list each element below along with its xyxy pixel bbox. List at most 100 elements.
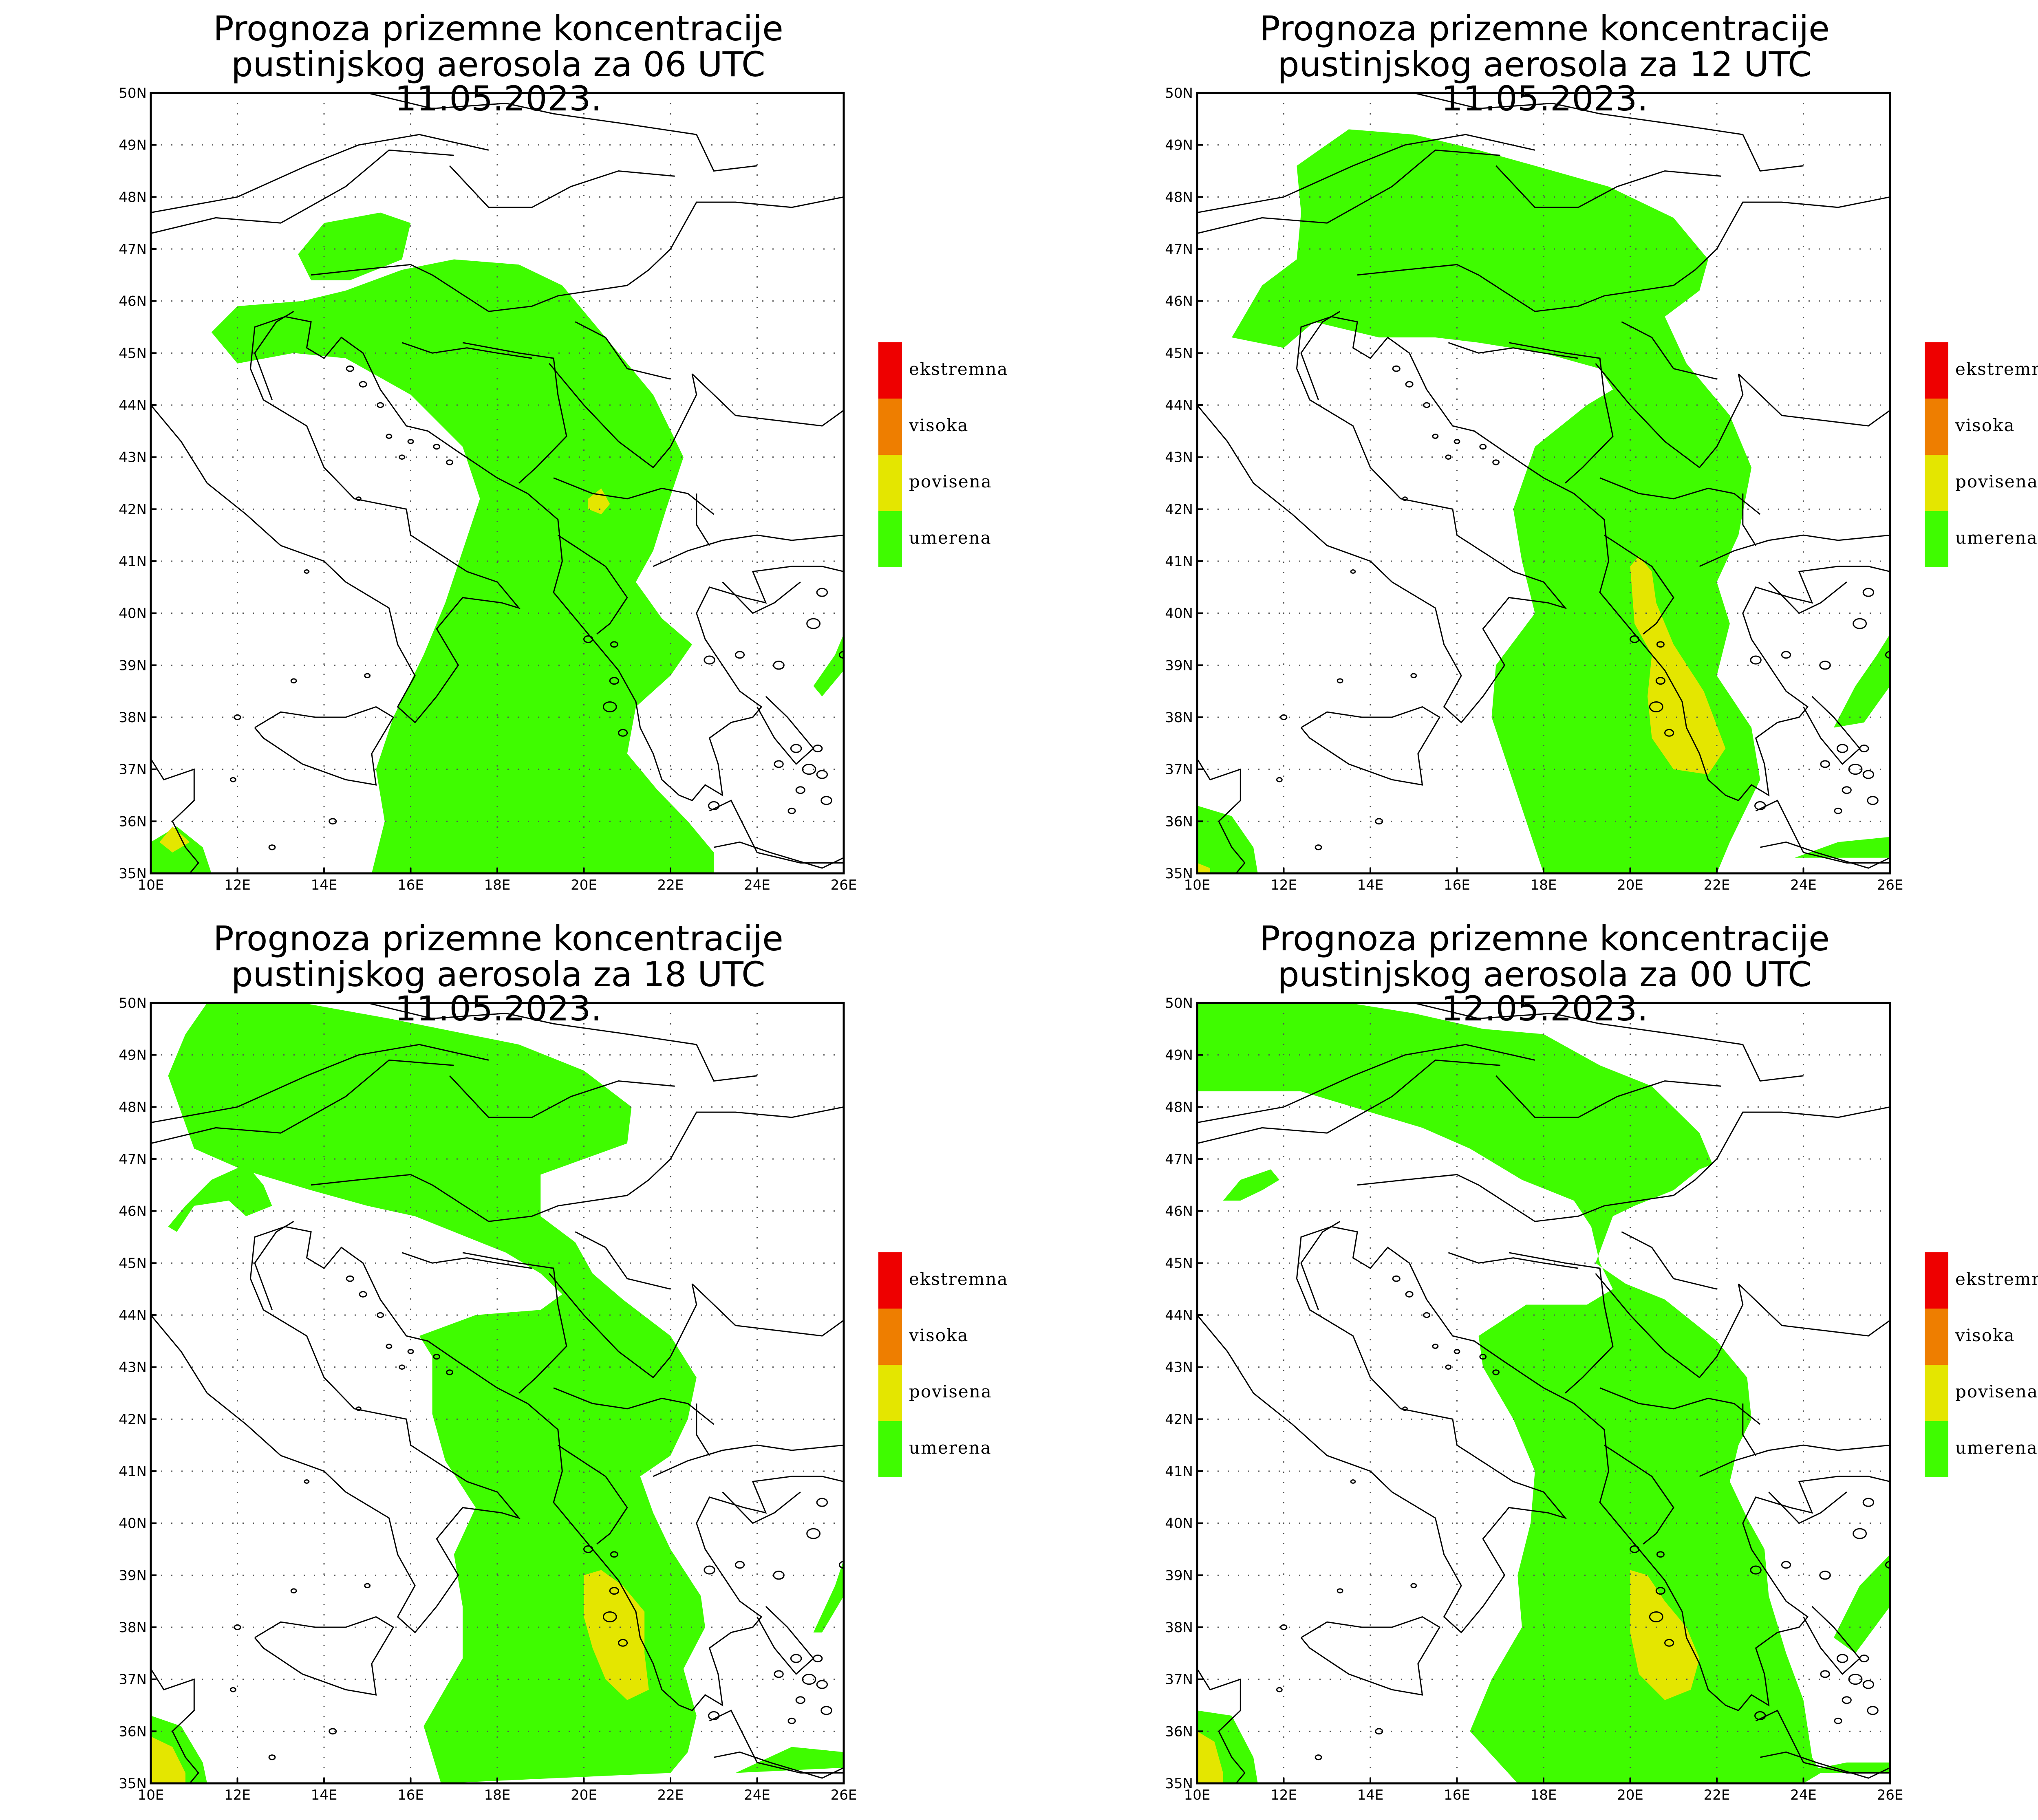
coast-border-line xyxy=(1760,1751,1890,1779)
coast-border-line xyxy=(1300,1616,1441,1696)
legend-label-visoka: visoka xyxy=(1955,1325,2015,1345)
island-outline xyxy=(1492,459,1500,465)
island-outline xyxy=(618,729,628,737)
lat-label: 47N xyxy=(1165,1151,1193,1168)
coast-border-line xyxy=(1197,1059,1500,1144)
dust-povisena-area xyxy=(584,1570,649,1700)
coast-border-line xyxy=(462,342,567,484)
island-outline xyxy=(704,1565,715,1575)
island-outline xyxy=(816,588,828,597)
dust-povisena-area xyxy=(151,1736,185,1783)
lat-label: 44N xyxy=(119,1307,147,1324)
island-outline xyxy=(1432,434,1439,439)
lat-label: 39N xyxy=(119,657,147,674)
map-06utc: 50N 49N 48N 47N 46N 45N 44N 43N 42N 41N 40N 39N 38N 3… xyxy=(119,85,1007,893)
legend-swatch-visoka xyxy=(1925,1309,1948,1365)
lat-label: 48N xyxy=(119,189,147,205)
island-outline xyxy=(1392,1275,1401,1282)
legend-swatch-ekstremna xyxy=(1925,342,1948,399)
island-outline xyxy=(1423,1312,1431,1318)
dust-umerena-area xyxy=(211,259,714,873)
dust-umerena-area xyxy=(1795,837,1890,858)
coast-border-line xyxy=(151,1059,454,1144)
legend-label-visoka: visoka xyxy=(909,415,969,435)
island-outline xyxy=(229,777,236,782)
coast-border-line xyxy=(1197,1226,1890,1712)
lat-label: 39N xyxy=(1165,1567,1193,1584)
coast-border-line xyxy=(449,165,675,208)
island-outline xyxy=(1754,801,1766,811)
island-outline xyxy=(1630,635,1640,643)
island-outline xyxy=(1862,1498,1875,1507)
coast-border-line xyxy=(151,758,199,873)
island-outline xyxy=(1454,1349,1460,1354)
coast-border-line xyxy=(367,1003,757,1082)
island-outline xyxy=(774,760,784,768)
island-outline xyxy=(229,1687,236,1692)
island-outline xyxy=(1820,1670,1830,1678)
island-outline xyxy=(813,745,823,753)
island-outline xyxy=(1754,1711,1766,1721)
island-outline xyxy=(1337,1588,1343,1593)
lat-label: 42N xyxy=(1165,501,1193,518)
coast-border-line xyxy=(1595,1273,1744,1379)
lat-label: 37N xyxy=(1165,762,1193,778)
coast-border-line xyxy=(553,1387,715,1425)
island-outline xyxy=(290,1588,297,1593)
lon-label: 22E xyxy=(657,1787,684,1803)
island-outline xyxy=(610,641,618,648)
island-outline xyxy=(1862,588,1875,597)
lat-label: 45N xyxy=(119,1255,147,1271)
map-area xyxy=(151,1003,844,1783)
legend-label-ekstremna: ekstremna xyxy=(1955,359,2038,379)
island-outline xyxy=(433,444,441,450)
island-outline xyxy=(1848,1674,1863,1685)
island-outline xyxy=(377,1312,384,1318)
legend-swatch-visoka xyxy=(878,399,902,455)
legend-swatch-povisena xyxy=(1925,455,1948,511)
island-outline xyxy=(820,1706,832,1715)
coast-border-line xyxy=(549,1273,697,1379)
island-outline xyxy=(407,1349,414,1354)
island-outline xyxy=(1834,1717,1842,1724)
coast-border-line xyxy=(1621,321,1717,380)
lon-label: 10E xyxy=(138,877,164,893)
island-outline xyxy=(268,844,276,851)
coast-border-line xyxy=(696,494,710,546)
island-outline xyxy=(364,673,371,679)
coast-border-line xyxy=(1803,696,1861,765)
dust-umerena-area xyxy=(813,1560,844,1633)
lat-label: 43N xyxy=(1165,449,1193,466)
island-outline xyxy=(609,1587,619,1595)
island-outline xyxy=(234,1624,241,1631)
dust-umerena-area xyxy=(168,1164,272,1232)
island-outline xyxy=(806,618,821,629)
lat-label: 37N xyxy=(119,1672,147,1688)
lon-label: 26E xyxy=(1877,877,1903,893)
legend-swatch-povisena xyxy=(878,1365,902,1421)
coast-border-line xyxy=(714,841,844,869)
island-outline xyxy=(1655,1587,1665,1595)
lon-label: 18E xyxy=(1531,877,1557,893)
lon-label: 14E xyxy=(1357,1787,1384,1803)
coast-border-line xyxy=(401,1252,532,1269)
island-outline xyxy=(386,434,393,439)
island-outline xyxy=(790,1654,802,1663)
coast-border-line xyxy=(1742,494,1756,546)
island-outline xyxy=(1454,439,1460,444)
coast-border-line xyxy=(653,1444,844,1477)
coast-border-line xyxy=(1699,534,1890,567)
forecast-panel-12utc: Prognoza prizemne koncentracije pustinjs… xyxy=(1046,0,2038,910)
island-outline xyxy=(1781,1561,1791,1569)
legend-swatch-umerena xyxy=(1925,1421,1948,1477)
coast-border-line xyxy=(722,581,801,614)
island-outline xyxy=(1402,1406,1408,1411)
lat-label: 49N xyxy=(1165,1047,1193,1064)
legend-swatch-ekstremna xyxy=(878,342,902,399)
island-outline xyxy=(820,796,832,805)
legend-swatch-umerena xyxy=(878,511,902,567)
coast-border-line xyxy=(1599,1387,1761,1425)
coast-border-line xyxy=(1755,1710,1890,1774)
dust-povisena-area xyxy=(1630,556,1726,775)
coast-border-line xyxy=(1599,477,1761,515)
